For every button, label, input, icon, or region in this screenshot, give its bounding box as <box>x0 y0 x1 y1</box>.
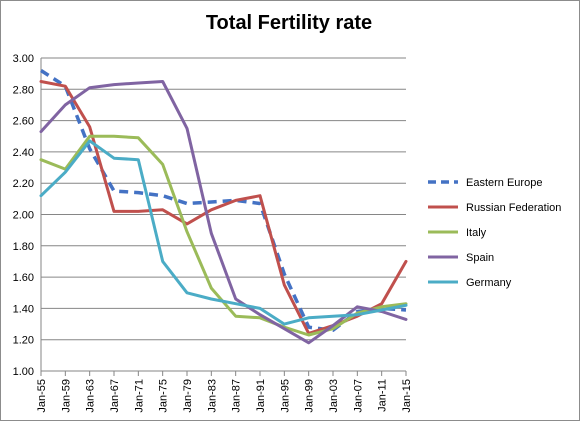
x-tick-label: Jan-15 <box>401 379 413 413</box>
y-tick-label: 2.20 <box>13 178 34 190</box>
legend-label: Italy <box>466 227 487 239</box>
x-tick-label: Jan-95 <box>279 379 291 413</box>
x-tick-label: Jan-79 <box>182 379 194 413</box>
legend-label: Germany <box>466 277 512 289</box>
legend-label: Eastern Europe <box>466 177 542 189</box>
legend: Eastern Europe Russian Federation Italy Spa… <box>428 177 561 289</box>
legend-label: Spain <box>466 252 494 264</box>
series-line-eastern-europe <box>40 69 407 333</box>
x-tick-label: Jan-71 <box>133 379 145 413</box>
x-tick-label: Jan-03 <box>328 379 340 413</box>
y-tick-label: 1.80 <box>13 241 34 253</box>
x-tick-label: Jan-91 <box>255 379 267 413</box>
x-tick-label: Jan-99 <box>304 379 316 413</box>
x-tick-label: Jan-83 <box>206 379 218 413</box>
series-line-russian-federation <box>39 80 408 335</box>
x-tick-label: Jan-55 <box>36 379 48 413</box>
x-tick-label: Jan-59 <box>60 379 72 413</box>
y-tick-label: 1.20 <box>13 335 34 347</box>
x-tick-label: Jan-87 <box>231 379 243 413</box>
y-tick-label: 1.00 <box>13 366 34 378</box>
x-tick-label: Jan-67 <box>109 379 121 413</box>
y-tick-label: 2.40 <box>13 147 34 159</box>
series-line-italy <box>39 134 408 337</box>
x-tick-label: Jan-75 <box>158 379 170 413</box>
axis-layer: 1.00 1.20 1.40 1.60 1.80 2.00 2.20 2.40 2.60 2.80… <box>13 53 413 413</box>
series-layer <box>39 69 408 345</box>
chart-title: Total Fertility rate <box>205 12 373 34</box>
x-tick-label: Jan-07 <box>352 379 364 413</box>
x-tick-label: Jan-63 <box>85 379 97 413</box>
y-tick-label: 1.40 <box>13 303 34 315</box>
grid-layer <box>41 57 406 341</box>
y-tick-label: 2.60 <box>13 116 34 128</box>
y-tick-label: 2.80 <box>13 84 34 96</box>
y-tick-label: 3.00 <box>13 53 34 65</box>
legend-label: Russian Federation <box>466 202 561 214</box>
series-line-germany <box>39 139 408 326</box>
x-tick-label: Jan-11 <box>377 379 389 412</box>
y-tick-label: 1.60 <box>13 272 34 284</box>
y-tick-label: 2.00 <box>13 210 34 222</box>
